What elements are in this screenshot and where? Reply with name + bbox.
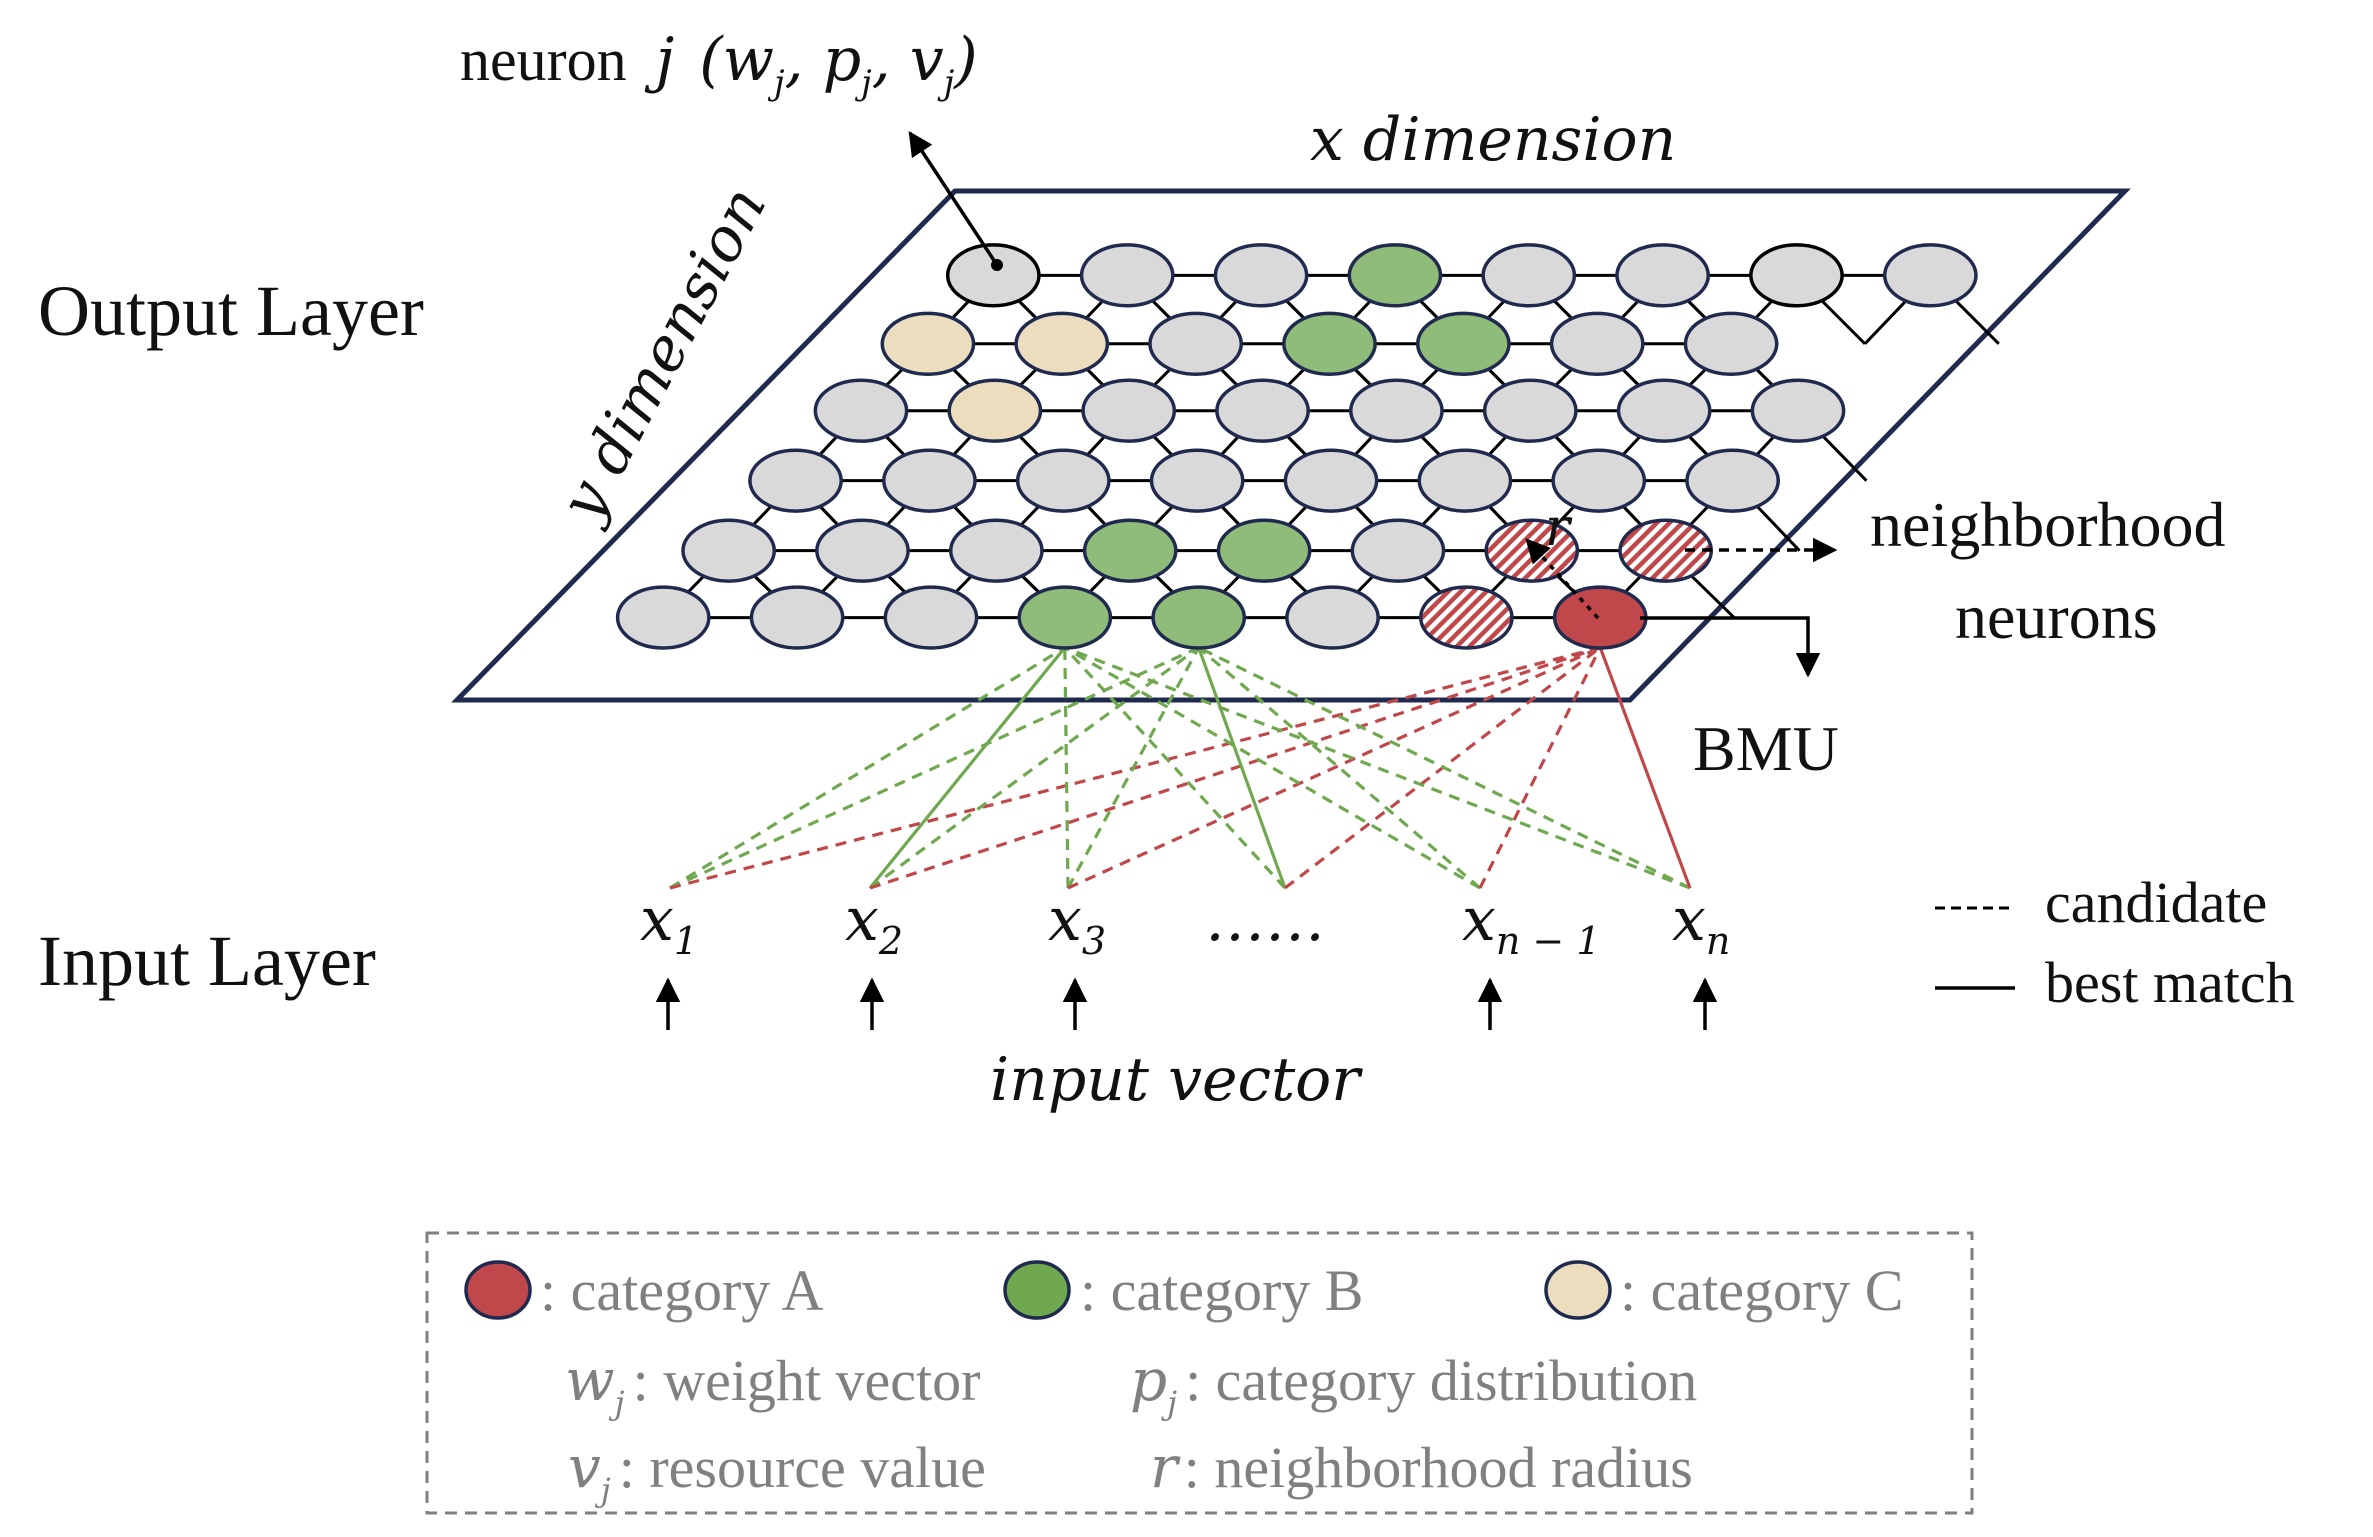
neuron bbox=[1350, 518, 1446, 583]
neuron-category-c bbox=[880, 311, 976, 376]
candidate-connection bbox=[869, 646, 1200, 890]
neuron-category-b bbox=[1347, 243, 1443, 308]
candidate-connection bbox=[669, 646, 1200, 890]
candidate-connection bbox=[1066, 646, 1201, 889]
neuron bbox=[615, 585, 711, 650]
neuron bbox=[1015, 448, 1111, 513]
bmu-label: BMU bbox=[1693, 713, 1839, 784]
input-vector-label: input vector bbox=[990, 1045, 1363, 1115]
neighborhood-neuron bbox=[1419, 585, 1514, 650]
neuron bbox=[681, 518, 777, 583]
radius-label: r bbox=[1545, 498, 1573, 558]
input-vector-items: x1 x2 x3 xn − 1 xn bbox=[640, 885, 1730, 1030]
neuron-pointer-arrow bbox=[908, 130, 999, 266]
candidate-connection bbox=[1063, 647, 1070, 889]
neuron-category-c bbox=[1014, 311, 1110, 376]
neuron bbox=[1081, 378, 1177, 443]
neuron bbox=[749, 585, 845, 650]
neuron-category-c bbox=[947, 378, 1043, 443]
neuron bbox=[948, 518, 1044, 583]
candidate-key-label: candidate bbox=[2045, 870, 2267, 935]
bmu-neuron bbox=[1552, 585, 1648, 650]
neuron bbox=[1749, 243, 1844, 308]
neuron bbox=[1148, 311, 1244, 376]
best-match-connection bbox=[1598, 647, 1692, 889]
legend-resource-value: vj: resource value bbox=[568, 1433, 986, 1509]
neuron bbox=[748, 448, 843, 513]
category-c-label: : category C bbox=[1620, 1258, 1903, 1323]
neuron-label: neuron j (wj, pj, vj) bbox=[460, 25, 978, 103]
neuron-category-b bbox=[1151, 585, 1247, 650]
category-b-swatch bbox=[1003, 1260, 1071, 1320]
neuron bbox=[1349, 378, 1444, 443]
candidate-connection bbox=[1197, 646, 1691, 890]
input-layer-label: Input Layer bbox=[38, 921, 376, 1001]
neuron bbox=[1551, 448, 1647, 513]
neuron bbox=[1882, 243, 1978, 308]
neuron bbox=[883, 585, 979, 650]
legend-category-distribution: pj: category distribution bbox=[1130, 1346, 1697, 1422]
neuron-category-b bbox=[1216, 518, 1312, 583]
neighborhood-label-line1: neighborhood bbox=[1870, 489, 2226, 560]
legend-weight-vector: wj: weight vector bbox=[565, 1346, 980, 1422]
input-x4: xn − 1 bbox=[1462, 885, 1601, 963]
candidate-connection bbox=[669, 646, 1066, 890]
neuron-category-b bbox=[1082, 518, 1178, 583]
neuron-j bbox=[945, 243, 1041, 308]
neuron bbox=[1549, 311, 1645, 376]
input-x5: xn bbox=[1672, 885, 1730, 963]
candidate-connection bbox=[1478, 646, 1602, 889]
neuron bbox=[1683, 311, 1779, 376]
candidate-connection bbox=[1063, 646, 1287, 890]
input-ellipsis: …… bbox=[1205, 885, 1325, 955]
legend-box bbox=[425, 1231, 1974, 1515]
neuron bbox=[813, 378, 909, 443]
neuron bbox=[1417, 448, 1513, 513]
bmu-arrow bbox=[1640, 616, 1821, 678]
neuron-category-b bbox=[1017, 585, 1113, 650]
neuron bbox=[1079, 243, 1175, 308]
neuron-category-b bbox=[1415, 311, 1511, 376]
neighborhood-label-line2: neurons bbox=[1955, 581, 2158, 652]
candidate-connection bbox=[869, 646, 1601, 890]
candidate-connection bbox=[1197, 646, 1482, 890]
x-dimension-label: x dimension bbox=[1310, 105, 1676, 175]
category-a-label: : category A bbox=[540, 1258, 824, 1323]
neuron bbox=[1213, 243, 1309, 308]
neuron bbox=[1481, 243, 1577, 308]
category-b-label: : category B bbox=[1080, 1258, 1363, 1323]
input-connections bbox=[669, 646, 1692, 890]
neuron bbox=[1750, 378, 1846, 443]
neuron bbox=[815, 518, 910, 583]
neuron-category-b bbox=[1282, 311, 1377, 376]
candidate-connection bbox=[1064, 646, 1691, 890]
candidate-connection bbox=[1067, 646, 1601, 890]
neuron-grid bbox=[615, 243, 1978, 650]
neuron bbox=[1616, 378, 1712, 443]
neuron bbox=[882, 448, 977, 513]
neighborhood-neuron bbox=[1618, 518, 1714, 583]
neuron bbox=[1283, 448, 1379, 513]
best-match-key-label: best match bbox=[2045, 950, 2295, 1015]
best-match-connection bbox=[868, 646, 1067, 890]
neuron bbox=[1615, 243, 1711, 308]
input-x3: x3 bbox=[1048, 885, 1106, 963]
best-match-connection bbox=[1197, 647, 1287, 889]
category-c-swatch bbox=[1544, 1260, 1612, 1320]
neuron bbox=[1482, 378, 1578, 443]
neuron-pointer-dot bbox=[991, 259, 1003, 271]
neuron bbox=[1149, 448, 1245, 513]
neuron bbox=[1215, 378, 1310, 443]
output-layer-label: Output Layer bbox=[38, 271, 424, 351]
candidate-connection bbox=[1064, 646, 1481, 890]
input-x1: x1 bbox=[640, 885, 698, 963]
category-a-swatch bbox=[464, 1260, 532, 1320]
input-x2: x2 bbox=[845, 885, 903, 963]
legend-neighborhood-radius: r: neighborhood radius bbox=[1150, 1433, 1693, 1501]
neuron bbox=[1285, 585, 1380, 650]
neuron bbox=[1685, 448, 1780, 513]
